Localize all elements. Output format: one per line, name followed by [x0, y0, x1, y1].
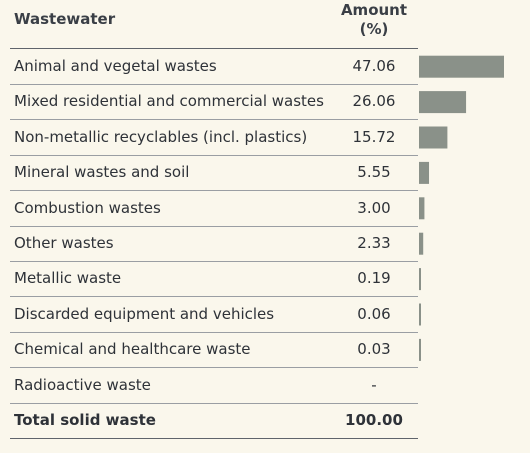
value-label: 100.00 — [345, 411, 403, 429]
category-label: Mineral wastes and soil — [14, 163, 190, 182]
category-label: Radioactive waste — [14, 375, 151, 394]
category-header: Wastewater — [14, 10, 116, 28]
table-row: Non-metallic recyclables (incl. plastics… — [10, 120, 418, 156]
header-divider — [10, 48, 418, 49]
bar — [419, 232, 424, 255]
value-label: 0.06 — [357, 304, 391, 323]
category-label: Chemical and healthcare waste — [14, 340, 251, 359]
value-label: 3.00 — [357, 198, 391, 217]
amount-header-line2: (%) — [359, 20, 389, 38]
amount-header: Amount (%) — [330, 1, 418, 39]
category-label: Non-metallic recyclables (incl. plastics… — [14, 127, 308, 146]
table-row: Metallic waste 0.19 — [10, 261, 418, 298]
category-label: Discarded equipment and vehicles — [14, 304, 275, 323]
category-label: Mixed residential and commercial wastes — [14, 92, 324, 111]
table-row: Radioactive waste - — [10, 368, 418, 404]
category-label: Other wastes — [14, 234, 114, 252]
value-label: - — [371, 375, 377, 394]
bar — [419, 197, 425, 220]
category-label: Animal and vegetal wastes — [14, 57, 217, 75]
amount-header-line1: Amount — [340, 1, 408, 19]
bar — [419, 303, 421, 326]
table-row: Discarded equipment and vehicles 0.06 — [10, 297, 418, 333]
value-label: 47.06 — [352, 57, 396, 75]
bar — [419, 126, 448, 149]
table-row: Animal and vegetal wastes 47.06 — [10, 49, 418, 85]
table-row: Combustion wastes 3.00 — [10, 191, 418, 227]
value-label: 0.03 — [357, 340, 391, 359]
bar — [419, 338, 421, 361]
category-label: Metallic waste — [14, 269, 122, 288]
total-row: Total solid waste 100.00 — [10, 403, 418, 439]
bar — [419, 55, 504, 78]
table-row: Chemical and healthcare waste 0.03 — [10, 332, 418, 369]
value-label: 5.55 — [357, 163, 391, 182]
value-label: 2.33 — [357, 234, 391, 252]
bar — [419, 91, 467, 114]
bar — [419, 161, 430, 184]
table-row: Other wastes 2.33 — [10, 226, 418, 262]
value-label: 0.19 — [357, 269, 391, 288]
value-label: 15.72 — [352, 127, 396, 146]
category-label: Combustion wastes — [14, 198, 161, 217]
bar — [419, 268, 421, 291]
value-label: 26.06 — [352, 92, 396, 111]
table-row: Mineral wastes and soil 5.55 — [10, 155, 418, 192]
category-label: Total solid waste — [14, 411, 156, 429]
table-row: Mixed residential and commercial wastes 2… — [10, 84, 418, 121]
